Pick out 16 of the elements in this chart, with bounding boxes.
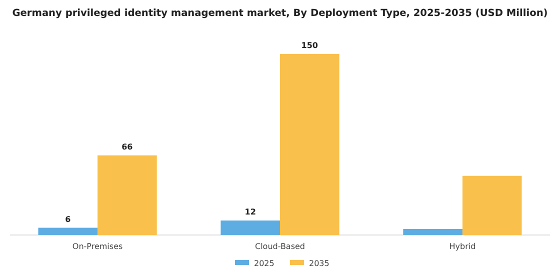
chart-title: Germany privileged identity management market, By Deployment Type, 2025-2035 (USD Million) <box>12 8 548 19</box>
bar <box>220 220 280 235</box>
bar <box>462 176 522 235</box>
x-tick-label: Hybrid <box>449 242 476 251</box>
bar <box>38 228 98 235</box>
bar <box>98 155 157 235</box>
data-label: 12 <box>244 208 256 217</box>
data-label: 6 <box>65 214 72 224</box>
bar <box>403 228 462 235</box>
data-label: 150 <box>301 41 318 50</box>
x-tick-label: On-Premises <box>72 242 123 251</box>
legend-label: 2025 <box>254 259 274 268</box>
data-label: 66 <box>122 142 134 152</box>
legend-label: 2035 <box>309 259 330 268</box>
x-tick-label: Cloud-Based <box>254 242 306 251</box>
bar <box>280 54 340 235</box>
